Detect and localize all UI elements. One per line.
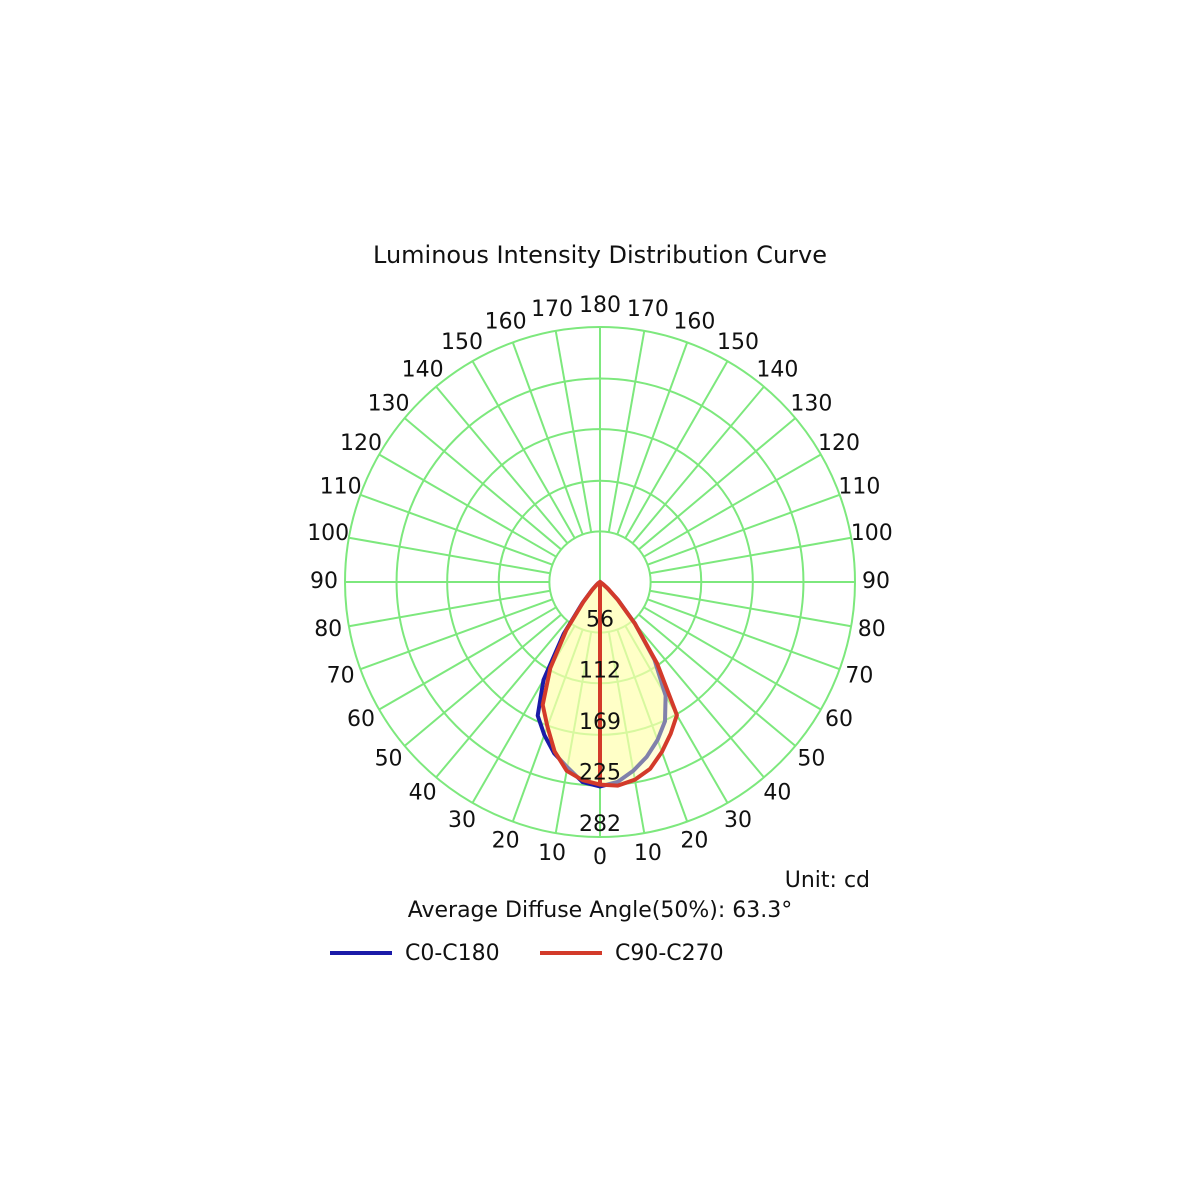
grid-spoke [624, 360, 729, 539]
grid-spoke [643, 606, 822, 711]
angle-label: 160 [673, 310, 715, 335]
angle-label: 0 [593, 845, 607, 870]
ring-label: 282 [579, 812, 621, 837]
angle-label: 10 [538, 841, 566, 866]
angle-label: 120 [340, 431, 382, 456]
angle-label: 50 [797, 746, 825, 771]
grid-spoke [647, 598, 840, 671]
angle-label: 150 [441, 330, 483, 355]
grid-spoke [638, 417, 796, 551]
grid-spoke [471, 360, 576, 539]
angle-label: 80 [314, 617, 342, 642]
angle-label: 140 [402, 358, 444, 383]
ring-label: 56 [586, 608, 614, 633]
angle-label: 20 [492, 828, 520, 853]
grid-spoke [649, 589, 852, 628]
note: Average Diffuse Angle(50%): 63.3° [408, 898, 793, 923]
angle-label: 160 [485, 310, 527, 335]
grid-spoke [360, 493, 553, 566]
angle-label: 30 [448, 808, 476, 833]
grid-spoke [649, 536, 852, 575]
angle-label: 60 [347, 707, 375, 732]
angle-label: 90 [310, 569, 338, 594]
angle-label: 20 [680, 828, 708, 853]
angle-label: 80 [858, 617, 886, 642]
angle-label: 130 [368, 392, 410, 417]
grid-spoke [378, 606, 557, 711]
ring-label: 169 [579, 710, 621, 735]
grid-spoke [404, 613, 562, 747]
grid-spoke [631, 386, 765, 544]
grid-spoke [631, 620, 765, 778]
angle-label: 30 [724, 808, 752, 833]
grid-spoke [554, 631, 593, 834]
intensity-curve [540, 580, 602, 787]
grid-spoke [638, 613, 796, 747]
angle-label: 130 [790, 392, 832, 417]
grid-spoke [511, 342, 584, 535]
grid-spoke [554, 330, 593, 533]
angle-label: 70 [327, 663, 355, 688]
legend-label: C90-C270 [615, 941, 724, 966]
grid-spoke [643, 453, 822, 558]
angle-label: 40 [763, 780, 791, 805]
grid-spoke [607, 631, 646, 834]
grid-spoke [647, 493, 840, 566]
grid-spoke [616, 629, 689, 822]
unit-label: Unit: cd [785, 868, 870, 893]
ring-label: 225 [579, 760, 621, 785]
chart-title: Luminous Intensity Distribution Curve [373, 241, 827, 269]
intensity-curve [598, 580, 679, 788]
angle-label: 100 [851, 521, 893, 546]
legend-label: C0-C180 [405, 941, 500, 966]
grid-spoke [348, 536, 551, 575]
angle-label: 60 [825, 707, 853, 732]
angle-label: 10 [634, 841, 662, 866]
angle-label: 150 [717, 330, 759, 355]
angle-label: 110 [838, 475, 880, 500]
angle-label: 90 [862, 569, 890, 594]
grid-spoke [348, 589, 551, 628]
grid-spoke [404, 417, 562, 551]
grid-spoke [435, 620, 569, 778]
angle-label: 170 [627, 297, 669, 322]
angle-label: 50 [375, 746, 403, 771]
angle-label: 70 [845, 663, 873, 688]
angle-label: 180 [579, 293, 621, 318]
ring-label: 112 [579, 658, 621, 683]
angle-label: 110 [320, 475, 362, 500]
angle-label: 140 [756, 358, 798, 383]
grid-spoke [435, 386, 569, 544]
grid-spoke [607, 330, 646, 533]
grid-spoke [378, 453, 557, 558]
angle-label: 100 [307, 521, 349, 546]
angle-label: 40 [409, 780, 437, 805]
grid-spoke [616, 342, 689, 535]
angle-label: 170 [531, 297, 573, 322]
grid-spoke [360, 598, 553, 671]
angle-label: 120 [818, 431, 860, 456]
